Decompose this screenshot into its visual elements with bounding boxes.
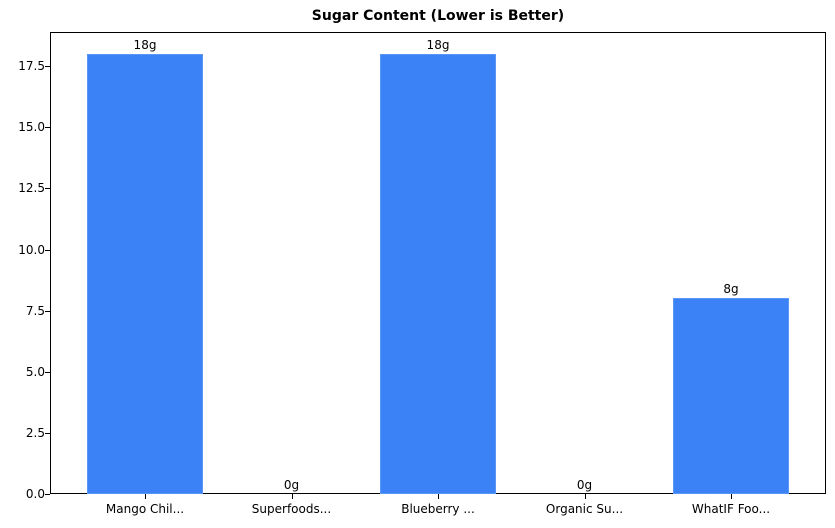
x-tick-mark [438, 494, 439, 499]
bar-value-label: 0g [576, 478, 593, 492]
y-tick-mark [45, 249, 50, 251]
x-tick-mark [291, 494, 293, 499]
y-tick-label: 2.5 [25, 425, 45, 440]
x-tick-label: Mango Chil... [105, 502, 185, 516]
bar [673, 298, 789, 494]
bar [380, 54, 496, 494]
x-tick-mark [145, 494, 146, 499]
x-tick-label: WhatIF Foo... [691, 502, 771, 516]
bar-value-label: 18g [426, 38, 450, 52]
y-tick-label: 7.5 [25, 303, 45, 318]
y-tick-label: 10.0 [18, 242, 45, 257]
y-tick-mark [45, 432, 50, 434]
bar-value-label: 18g [133, 38, 157, 52]
y-tick-mark [45, 127, 50, 129]
y-tick-mark [45, 188, 50, 190]
x-tick-label: Blueberry ... [401, 502, 475, 516]
x-tick-mark [731, 494, 732, 499]
y-tick-mark [45, 310, 50, 312]
x-tick-label: Organic Su... [545, 502, 624, 516]
y-tick-mark [45, 66, 50, 68]
chart-title: Sugar Content (Lower is Better) [311, 8, 565, 24]
x-tick-mark [584, 494, 586, 499]
y-tick-label: 12.5 [18, 181, 45, 196]
y-tick-label: 0.0 [25, 487, 45, 501]
bar-value-label: 8g [723, 282, 739, 297]
bar [87, 54, 203, 494]
bar-value-label: 0g [283, 478, 300, 492]
y-tick-label: 17.5 [18, 59, 45, 74]
x-tick-label: Superfoods... [251, 502, 332, 516]
y-tick-mark [45, 371, 50, 373]
y-tick-label: 15.0 [18, 120, 45, 135]
y-tick-mark [45, 494, 50, 495]
y-tick-label: 5.0 [25, 364, 45, 379]
